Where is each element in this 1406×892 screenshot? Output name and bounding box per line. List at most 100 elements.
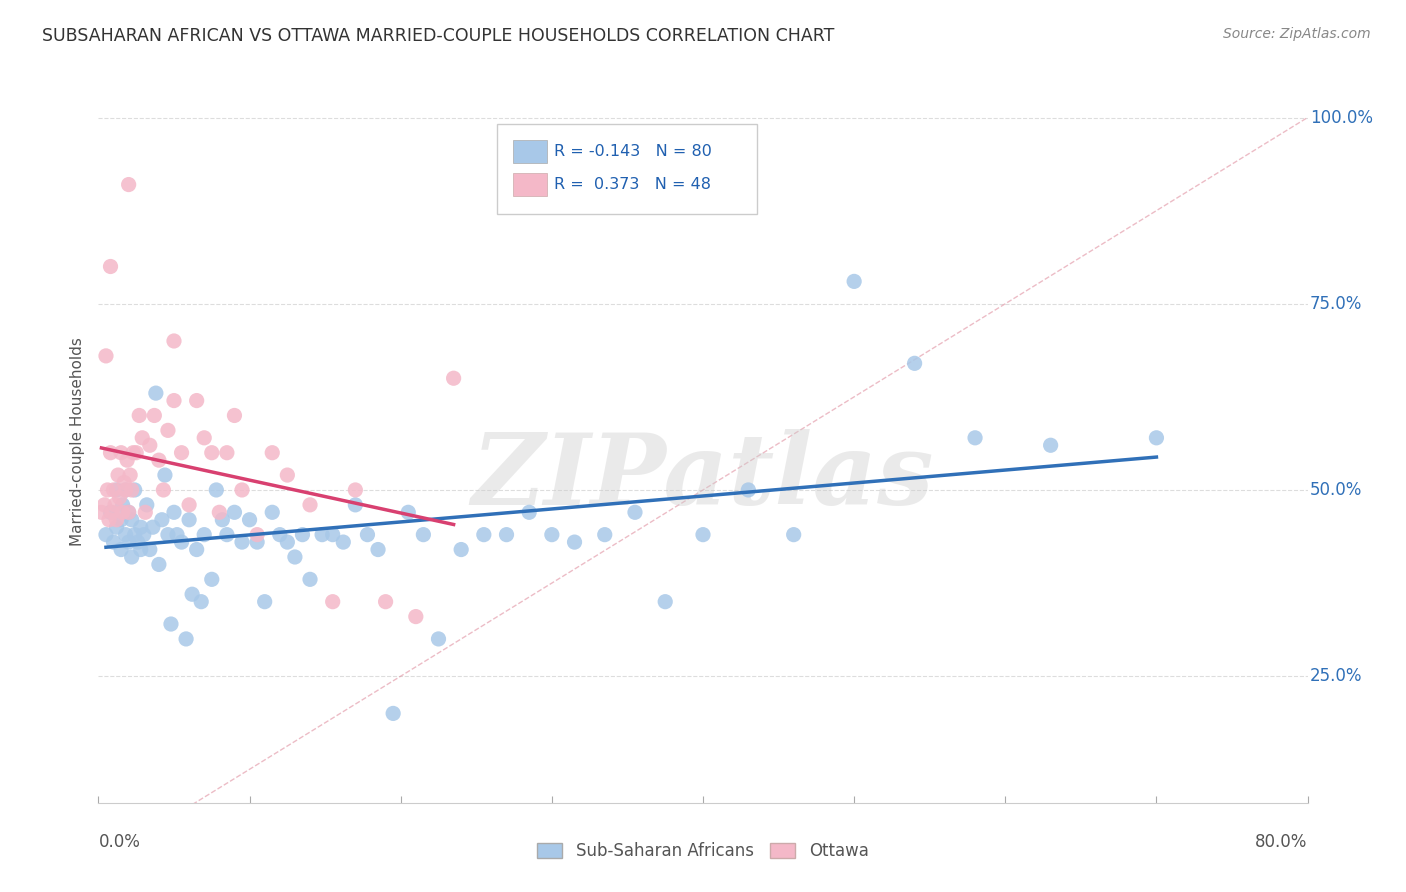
Point [450, 542, 472, 557]
Point [112, 475, 135, 490]
Point [174, 632, 197, 646]
Point [98, 513, 121, 527]
Point [215, 527, 238, 541]
Point [201, 572, 224, 586]
Point [118, 178, 141, 192]
Point [129, 542, 152, 557]
Point [495, 527, 517, 541]
Point [152, 483, 174, 497]
Point [246, 527, 269, 541]
Y-axis label: Married-couple Households: Married-couple Households [69, 337, 84, 546]
Text: 80.0%: 80.0% [1256, 832, 1308, 851]
Point [150, 513, 173, 527]
FancyBboxPatch shape [513, 173, 547, 196]
Text: 50.0%: 50.0% [1310, 481, 1362, 499]
Point [105, 520, 128, 534]
Point [205, 483, 228, 497]
Point [443, 371, 465, 385]
Point [291, 527, 314, 541]
Point [114, 527, 136, 541]
Point [405, 609, 427, 624]
Point [129, 520, 152, 534]
Point [276, 535, 298, 549]
Point [156, 527, 179, 541]
Point [427, 632, 450, 646]
Point [299, 572, 322, 586]
Point [246, 535, 269, 549]
Point [122, 446, 145, 460]
Point [134, 505, 156, 519]
Point [148, 558, 170, 572]
Point [224, 409, 246, 423]
Point [215, 446, 238, 460]
Point [90, 505, 112, 519]
Point [311, 527, 333, 541]
Point [186, 542, 208, 557]
Point [344, 498, 367, 512]
Point [108, 491, 131, 505]
Point [124, 527, 146, 541]
Point [564, 535, 586, 549]
Point [118, 505, 141, 519]
Point [170, 446, 193, 460]
Point [844, 274, 866, 288]
Point [1144, 431, 1167, 445]
Point [472, 527, 495, 541]
Point [783, 527, 806, 541]
Point [163, 393, 186, 408]
Point [115, 453, 138, 467]
Point [111, 498, 134, 512]
Legend: Sub-Saharan Africans, Ottawa: Sub-Saharan Africans, Ottawa [530, 836, 876, 867]
Point [127, 535, 149, 549]
Point [100, 505, 122, 519]
Point [965, 431, 987, 445]
Point [170, 535, 193, 549]
Text: SUBSAHARAN AFRICAN VS OTTAWA MARRIED-COUPLE HOUSEHOLDS CORRELATION CHART: SUBSAHARAN AFRICAN VS OTTAWA MARRIED-COU… [42, 27, 835, 45]
Point [332, 535, 354, 549]
Point [224, 505, 246, 519]
Point [299, 498, 322, 512]
Point [100, 260, 122, 274]
Text: 75.0%: 75.0% [1310, 294, 1362, 313]
Point [269, 527, 291, 541]
Point [163, 334, 186, 348]
Point [145, 386, 167, 401]
Point [107, 468, 129, 483]
Point [142, 520, 165, 534]
Point [103, 483, 125, 497]
Point [374, 595, 396, 609]
FancyBboxPatch shape [498, 124, 758, 214]
Point [382, 706, 405, 721]
Point [904, 356, 927, 370]
Point [624, 505, 647, 519]
Point [114, 483, 136, 497]
Point [231, 535, 253, 549]
Point [94, 349, 117, 363]
Point [111, 505, 134, 519]
Point [186, 393, 208, 408]
Point [110, 513, 132, 527]
Point [208, 505, 231, 519]
Point [322, 595, 344, 609]
Point [692, 527, 714, 541]
Point [139, 438, 162, 452]
Point [103, 535, 125, 549]
Point [105, 513, 128, 527]
Point [121, 483, 143, 497]
Point [193, 431, 215, 445]
Point [179, 513, 201, 527]
Point [110, 542, 132, 557]
Text: 100.0%: 100.0% [1310, 109, 1374, 127]
Point [100, 446, 122, 460]
Point [121, 549, 143, 564]
Point [737, 483, 759, 497]
Point [96, 483, 118, 497]
Point [322, 527, 344, 541]
Point [179, 498, 201, 512]
Point [94, 527, 117, 541]
Point [121, 513, 143, 527]
Point [231, 483, 253, 497]
Text: ZIPatlas: ZIPatlas [472, 429, 934, 526]
Point [132, 527, 155, 541]
Point [190, 595, 212, 609]
